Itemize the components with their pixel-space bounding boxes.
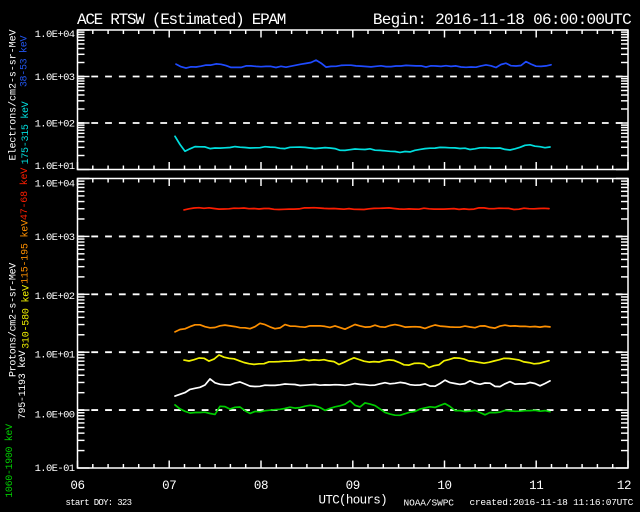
svg-text:07: 07 <box>162 479 176 493</box>
svg-text:1.0E+02: 1.0E+02 <box>35 291 75 303</box>
svg-text:11: 11 <box>529 479 543 493</box>
svg-text:1.0E+03: 1.0E+03 <box>35 72 75 84</box>
svg-text:175-315 keV: 175-315 keV <box>20 101 32 164</box>
svg-text:1.0E+04: 1.0E+04 <box>35 179 75 191</box>
svg-text:1.0E+00: 1.0E+00 <box>35 410 75 422</box>
svg-text:310-580 keV: 310-580 keV <box>21 285 33 349</box>
svg-text:ACE RTSW (Estimated) EPAM: ACE RTSW (Estimated) EPAM <box>77 11 286 29</box>
svg-text:Protons/cm2-s-sr-MeV: Protons/cm2-s-sr-MeV <box>7 263 19 377</box>
svg-text:08: 08 <box>254 479 268 493</box>
svg-text:1.0E+04: 1.0E+04 <box>35 29 75 41</box>
svg-text:Electrons/cm2-s-sr-MeV: Electrons/cm2-s-sr-MeV <box>7 29 19 160</box>
svg-text:12: 12 <box>617 479 631 493</box>
svg-text:38-53 keV: 38-53 keV <box>19 36 31 88</box>
svg-text:795-1193 keV: 795-1193 keV <box>17 351 29 420</box>
svg-text:created:2016-11-18 11:16:07UTC: created:2016-11-18 11:16:07UTC <box>470 497 634 508</box>
svg-text:UTC(hours): UTC(hours) <box>319 494 388 508</box>
svg-text:10: 10 <box>437 479 451 493</box>
svg-text:NOAA/SWPC: NOAA/SWPC <box>404 498 455 509</box>
svg-text:1.0E+01: 1.0E+01 <box>35 161 75 173</box>
svg-text:1.0E+03: 1.0E+03 <box>35 232 75 244</box>
svg-text:09: 09 <box>346 479 360 493</box>
svg-text:Begin: 2016-11-18 06:00:00UTC: Begin: 2016-11-18 06:00:00UTC <box>373 11 631 29</box>
svg-text:start DOY: 323: start DOY: 323 <box>66 498 132 508</box>
svg-text:115-195 keV: 115-195 keV <box>20 220 32 284</box>
svg-text:06: 06 <box>70 479 84 493</box>
svg-text:1.0E+02: 1.0E+02 <box>35 119 75 131</box>
svg-text:47-68 keV: 47-68 keV <box>19 168 31 220</box>
svg-text:1060-1900 keV: 1060-1900 keV <box>4 424 16 498</box>
svg-text:1.0E+01: 1.0E+01 <box>35 350 75 362</box>
svg-text:1.0E-01: 1.0E-01 <box>35 463 75 475</box>
